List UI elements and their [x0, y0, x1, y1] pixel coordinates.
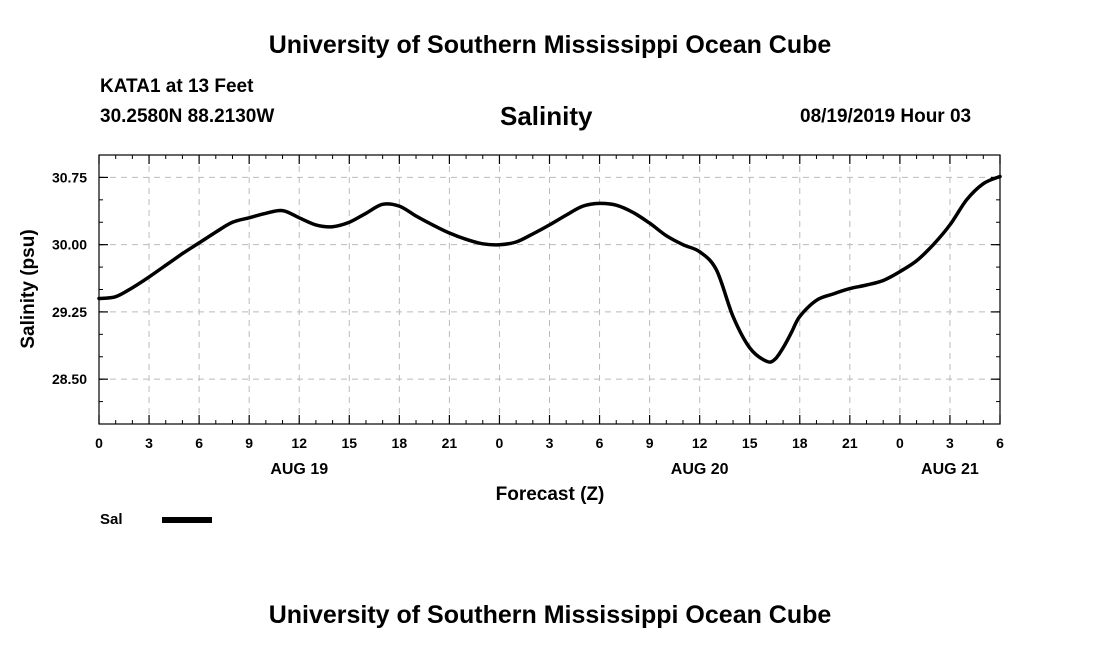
- forecast-datetime: 08/19/2019 Hour 03: [800, 106, 972, 127]
- salinity-series-line: [97, 174, 1002, 364]
- x-tick-label: 6: [996, 435, 1004, 451]
- bottom-title: University of Southern Mississippi Ocean…: [268, 601, 832, 629]
- date-label: AUG 19: [270, 461, 328, 478]
- x-tick-label: 9: [245, 435, 253, 451]
- y-tick-label: 30.75: [52, 169, 87, 185]
- x-axis-label: Forecast (Z): [496, 484, 605, 505]
- x-tick-label: 0: [896, 435, 904, 451]
- x-tick-label: 6: [596, 435, 604, 451]
- x-tick-label: 15: [341, 435, 357, 451]
- plot-frame: [98, 154, 1001, 425]
- x-tick-label: 3: [946, 435, 954, 451]
- x-tick-label: 0: [496, 435, 504, 451]
- top-title: University of Southern Mississippi Ocean…: [268, 31, 832, 59]
- x-tick-label: 18: [392, 435, 408, 451]
- y-axis-label: Salinity (psu): [18, 229, 39, 348]
- legend-label: Sal: [100, 511, 123, 528]
- date-label: AUG 20: [671, 461, 729, 478]
- x-tick-label: 12: [291, 435, 307, 451]
- station-label: KATA1 at 13 Feet: [100, 76, 254, 97]
- y-tick-label: 28.50: [52, 371, 87, 387]
- x-tick-label: 0: [95, 435, 103, 451]
- x-tick-label: 15: [742, 435, 758, 451]
- tick-labels: 0 3 6 9 12 15 18 21 0 3 6 9 12 15 18 21 0 3 6 28.50 29.25 30.…: [52, 169, 1004, 478]
- y-tick-label: 30.00: [52, 237, 87, 253]
- x-tick-label: 12: [692, 435, 708, 451]
- x-tick-label: 6: [195, 435, 203, 451]
- station-coordinates: 30.2580N 88.2130W: [100, 106, 275, 127]
- x-tick-label: 21: [442, 435, 458, 451]
- y-tick-label: 29.25: [52, 304, 87, 320]
- legend-swatch: [162, 517, 212, 523]
- grid: [99, 155, 1000, 424]
- x-tick-label: 21: [842, 435, 858, 451]
- x-tick-label: 3: [145, 435, 153, 451]
- x-tick-label: 3: [546, 435, 554, 451]
- x-tick-label: 18: [792, 435, 808, 451]
- chart-title: Salinity: [500, 101, 593, 131]
- date-label: AUG 21: [921, 461, 979, 478]
- x-tick-label: 9: [646, 435, 654, 451]
